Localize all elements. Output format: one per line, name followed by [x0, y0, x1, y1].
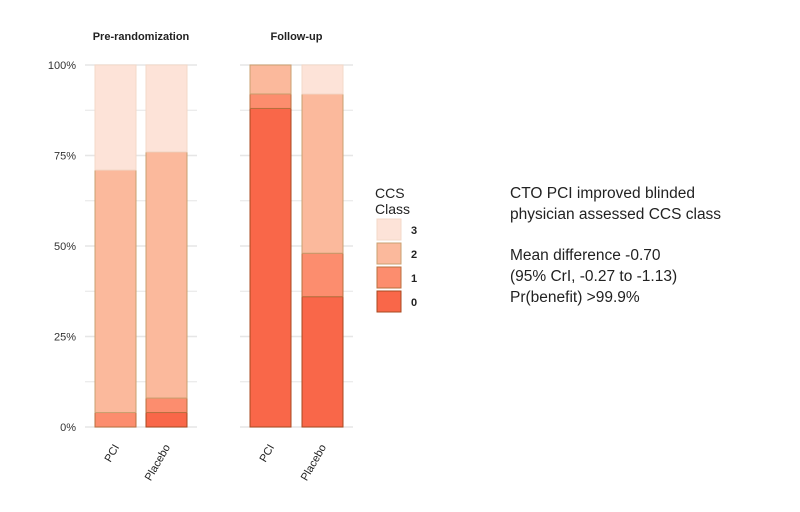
legend-label: 2	[411, 249, 417, 261]
bar-segment-class-0	[249, 107, 292, 428]
x-tick-label: PCI	[258, 443, 278, 465]
bar-segment-class-2	[249, 64, 292, 95]
panel-title: Follow-up	[271, 31, 323, 43]
bar-segment-class-0	[301, 296, 344, 428]
y-tick-label: 50%	[54, 241, 76, 253]
x-tick-label: Placebo	[143, 443, 173, 483]
x-tick-label: Placebo	[299, 443, 329, 483]
bar-segment-class-3	[301, 64, 344, 95]
legend-title: Class	[375, 201, 410, 217]
y-tick-label: 25%	[54, 332, 76, 344]
bar-segment-class-0	[145, 412, 188, 428]
bar-segment-class-1	[145, 397, 188, 414]
legend-title: CCS	[375, 185, 405, 201]
annotation-line: physician assessed CCS class	[510, 206, 722, 223]
legend-swatch-class-2	[376, 242, 402, 265]
bar-segment-class-2	[94, 169, 137, 414]
annotation: CTO PCI improved blinded physician asses…	[510, 183, 721, 308]
y-tick-label: 75%	[54, 151, 76, 163]
bar-segment-class-1	[301, 252, 344, 298]
y-tick-label: 0%	[60, 422, 76, 434]
bar-segment-class-2	[145, 151, 188, 399]
legend-label: 1	[411, 273, 417, 285]
annotation-line: Pr(benefit) >99.9%	[510, 289, 640, 306]
legend-swatch-class-3	[376, 218, 402, 241]
annotation-line: CTO PCI improved blinded	[510, 185, 695, 202]
bar-segment-class-3	[94, 64, 137, 171]
annotation-line: (95% CrI, -0.27 to -1.13)	[510, 268, 678, 285]
legend-swatch-class-1	[376, 266, 402, 289]
annotation-line: Mean difference -0.70	[510, 247, 661, 264]
bar-segment-class-1	[94, 412, 137, 428]
legend-label: 3	[411, 225, 417, 237]
x-tick-label: PCI	[103, 443, 123, 465]
bar-segment-class-2	[301, 93, 344, 254]
y-tick-label: 100%	[48, 60, 76, 72]
bar-segment-class-3	[145, 64, 188, 153]
legend-label: 0	[411, 297, 417, 309]
panel-title: Pre-randomization	[93, 31, 190, 43]
bar-segment-class-1	[249, 93, 292, 109]
legend-swatch-class-0	[376, 290, 402, 313]
